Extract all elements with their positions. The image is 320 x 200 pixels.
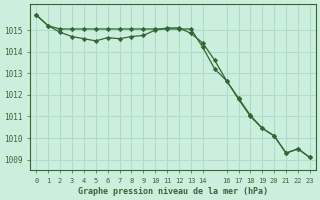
- X-axis label: Graphe pression niveau de la mer (hPa): Graphe pression niveau de la mer (hPa): [78, 187, 268, 196]
